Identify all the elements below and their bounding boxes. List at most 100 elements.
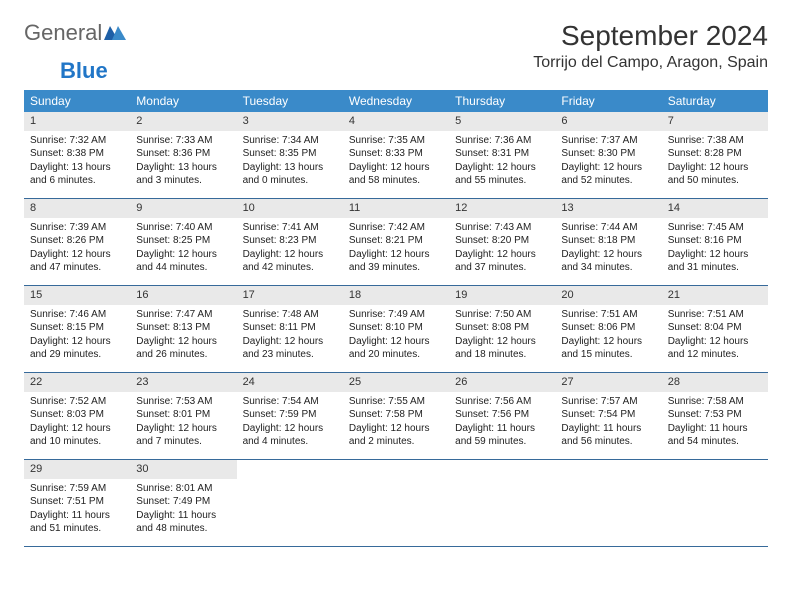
sunset-text: Sunset: 8:15 PM	[30, 321, 124, 335]
logo-text-general: General	[24, 20, 102, 46]
sunrise-text: Sunrise: 7:46 AM	[30, 308, 124, 322]
daylight-text: Daylight: 12 hours and 7 minutes.	[136, 422, 230, 449]
day-cell: 30Sunrise: 8:01 AMSunset: 7:49 PMDayligh…	[130, 460, 236, 546]
sunset-text: Sunset: 8:06 PM	[561, 321, 655, 335]
weekday-header-cell: Sunday	[24, 90, 130, 112]
day-cell: 8 Sunrise: 7:39 AMSunset: 8:26 PMDaylight…	[24, 199, 130, 285]
sunset-text: Sunset: 7:51 PM	[30, 495, 124, 509]
sunset-text: Sunset: 8:38 PM	[30, 147, 124, 161]
logo: General	[24, 20, 128, 46]
daylight-text: Daylight: 12 hours and 55 minutes.	[455, 161, 549, 188]
day-number: 5	[449, 112, 555, 131]
day-content: Sunrise: 7:55 AMSunset: 7:58 PMDaylight:…	[343, 392, 449, 453]
sunset-text: Sunset: 8:03 PM	[30, 408, 124, 422]
sunrise-text: Sunrise: 7:51 AM	[561, 308, 655, 322]
week-row: 29Sunrise: 7:59 AMSunset: 7:51 PMDayligh…	[24, 460, 768, 547]
daylight-text: Daylight: 12 hours and 37 minutes.	[455, 248, 549, 275]
day-cell	[449, 460, 555, 546]
day-content: Sunrise: 7:33 AMSunset: 8:36 PMDaylight:…	[130, 131, 236, 192]
sunset-text: Sunset: 8:28 PM	[668, 147, 762, 161]
sunrise-text: Sunrise: 7:55 AM	[349, 395, 443, 409]
sunrise-text: Sunrise: 7:49 AM	[349, 308, 443, 322]
day-number: 27	[555, 373, 661, 392]
sunrise-text: Sunrise: 7:47 AM	[136, 308, 230, 322]
sunrise-text: Sunrise: 7:58 AM	[668, 395, 762, 409]
sunset-text: Sunset: 8:16 PM	[668, 234, 762, 248]
sunset-text: Sunset: 7:58 PM	[349, 408, 443, 422]
day-number: 28	[662, 373, 768, 392]
sunset-text: Sunset: 7:54 PM	[561, 408, 655, 422]
daylight-text: Daylight: 12 hours and 10 minutes.	[30, 422, 124, 449]
day-content: Sunrise: 7:44 AMSunset: 8:18 PMDaylight:…	[555, 218, 661, 279]
daylight-text: Daylight: 12 hours and 26 minutes.	[136, 335, 230, 362]
day-number: 30	[130, 460, 236, 479]
sunrise-text: Sunrise: 7:32 AM	[30, 134, 124, 148]
day-cell: 14Sunrise: 7:45 AMSunset: 8:16 PMDayligh…	[662, 199, 768, 285]
daylight-text: Daylight: 12 hours and 47 minutes.	[30, 248, 124, 275]
day-cell: 19Sunrise: 7:50 AMSunset: 8:08 PMDayligh…	[449, 286, 555, 372]
day-number: 2	[130, 112, 236, 131]
day-content: Sunrise: 7:37 AMSunset: 8:30 PMDaylight:…	[555, 131, 661, 192]
day-number: 9	[130, 199, 236, 218]
daylight-text: Daylight: 12 hours and 50 minutes.	[668, 161, 762, 188]
day-number: 16	[130, 286, 236, 305]
daylight-text: Daylight: 12 hours and 12 minutes.	[668, 335, 762, 362]
weeks-container: 1Sunrise: 7:32 AMSunset: 8:38 PMDaylight…	[24, 112, 768, 547]
logo-text-blue: Blue	[60, 58, 108, 83]
day-cell: 16Sunrise: 7:47 AMSunset: 8:13 PMDayligh…	[130, 286, 236, 372]
weekday-header-cell: Friday	[555, 90, 661, 112]
sunrise-text: Sunrise: 7:35 AM	[349, 134, 443, 148]
sunset-text: Sunset: 8:13 PM	[136, 321, 230, 335]
day-cell: 7Sunrise: 7:38 AMSunset: 8:28 PMDaylight…	[662, 112, 768, 198]
day-cell: 25Sunrise: 7:55 AMSunset: 7:58 PMDayligh…	[343, 373, 449, 459]
day-cell: 9Sunrise: 7:40 AMSunset: 8:25 PMDaylight…	[130, 199, 236, 285]
daylight-text: Daylight: 12 hours and 58 minutes.	[349, 161, 443, 188]
day-content: Sunrise: 7:47 AMSunset: 8:13 PMDaylight:…	[130, 305, 236, 366]
day-content: Sunrise: 7:57 AMSunset: 7:54 PMDaylight:…	[555, 392, 661, 453]
day-number: 25	[343, 373, 449, 392]
daylight-text: Daylight: 13 hours and 6 minutes.	[30, 161, 124, 188]
sunset-text: Sunset: 8:36 PM	[136, 147, 230, 161]
sunset-text: Sunset: 8:20 PM	[455, 234, 549, 248]
sunrise-text: Sunrise: 7:50 AM	[455, 308, 549, 322]
day-number: 15	[24, 286, 130, 305]
day-cell: 23Sunrise: 7:53 AMSunset: 8:01 PMDayligh…	[130, 373, 236, 459]
day-content: Sunrise: 7:35 AMSunset: 8:33 PMDaylight:…	[343, 131, 449, 192]
day-content: Sunrise: 7:41 AMSunset: 8:23 PMDaylight:…	[237, 218, 343, 279]
day-number: 22	[24, 373, 130, 392]
sunset-text: Sunset: 8:35 PM	[243, 147, 337, 161]
sunrise-text: Sunrise: 7:45 AM	[668, 221, 762, 235]
day-cell	[237, 460, 343, 546]
day-content: Sunrise: 7:52 AMSunset: 8:03 PMDaylight:…	[24, 392, 130, 453]
day-number: 20	[555, 286, 661, 305]
sunset-text: Sunset: 7:53 PM	[668, 408, 762, 422]
day-cell: 15Sunrise: 7:46 AMSunset: 8:15 PMDayligh…	[24, 286, 130, 372]
sunset-text: Sunset: 8:01 PM	[136, 408, 230, 422]
sunset-text: Sunset: 8:04 PM	[668, 321, 762, 335]
day-cell: 27Sunrise: 7:57 AMSunset: 7:54 PMDayligh…	[555, 373, 661, 459]
day-number: 24	[237, 373, 343, 392]
weekday-header-cell: Saturday	[662, 90, 768, 112]
weekday-header-row: SundayMondayTuesdayWednesdayThursdayFrid…	[24, 90, 768, 112]
sunrise-text: Sunrise: 7:57 AM	[561, 395, 655, 409]
week-row: 22Sunrise: 7:52 AMSunset: 8:03 PMDayligh…	[24, 373, 768, 460]
day-number: 10	[237, 199, 343, 218]
daylight-text: Daylight: 12 hours and 31 minutes.	[668, 248, 762, 275]
sunrise-text: Sunrise: 7:39 AM	[30, 221, 124, 235]
daylight-text: Daylight: 13 hours and 0 minutes.	[243, 161, 337, 188]
day-number: 17	[237, 286, 343, 305]
day-number: 12	[449, 199, 555, 218]
sunset-text: Sunset: 8:26 PM	[30, 234, 124, 248]
sunset-text: Sunset: 8:11 PM	[243, 321, 337, 335]
weekday-header-cell: Thursday	[449, 90, 555, 112]
daylight-text: Daylight: 12 hours and 52 minutes.	[561, 161, 655, 188]
month-title: September 2024	[533, 20, 768, 52]
day-cell: 5Sunrise: 7:36 AMSunset: 8:31 PMDaylight…	[449, 112, 555, 198]
day-content: Sunrise: 7:36 AMSunset: 8:31 PMDaylight:…	[449, 131, 555, 192]
day-number: 19	[449, 286, 555, 305]
day-cell: 21Sunrise: 7:51 AMSunset: 8:04 PMDayligh…	[662, 286, 768, 372]
day-content: Sunrise: 7:40 AMSunset: 8:25 PMDaylight:…	[130, 218, 236, 279]
day-number: 8	[24, 199, 130, 218]
day-number: 13	[555, 199, 661, 218]
day-number: 4	[343, 112, 449, 131]
